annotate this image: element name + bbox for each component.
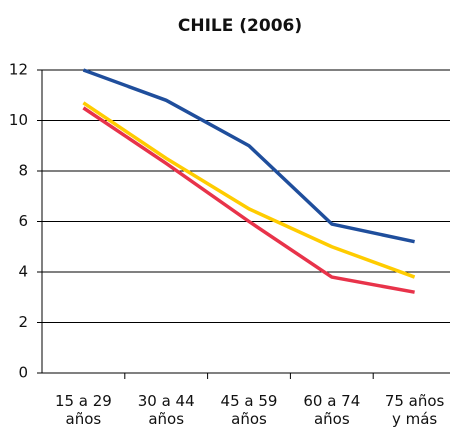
x-tick-label: 75 años y más xyxy=(385,392,445,428)
y-tick-label: 12 xyxy=(9,61,28,79)
series-line xyxy=(82,101,416,279)
series-line xyxy=(82,68,415,244)
series-line xyxy=(82,106,415,294)
y-tick-label: 2 xyxy=(18,313,28,331)
y-tick-label: 6 xyxy=(18,212,28,230)
y-tick-label: 0 xyxy=(18,364,28,382)
x-tick-label: 45 a 59 años xyxy=(221,392,278,428)
chart-title: CHILE (2006) xyxy=(178,16,302,36)
x-tick-label: 15 a 29 años xyxy=(55,392,112,428)
x-tick-label: 60 a 74 años xyxy=(303,392,360,428)
y-tick-label: 10 xyxy=(9,111,28,129)
x-tick-label: 30 a 44 años xyxy=(138,392,195,428)
y-tick-label: 4 xyxy=(18,263,28,281)
y-tick-label: 8 xyxy=(18,162,28,180)
